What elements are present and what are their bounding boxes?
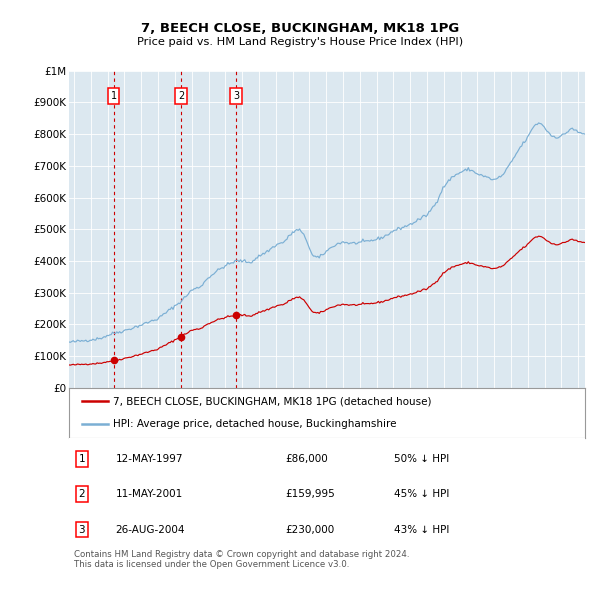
Text: 45% ↓ HPI: 45% ↓ HPI — [394, 489, 449, 499]
Text: Price paid vs. HM Land Registry's House Price Index (HPI): Price paid vs. HM Land Registry's House … — [137, 37, 463, 47]
Text: £230,000: £230,000 — [286, 525, 335, 535]
Text: 3: 3 — [79, 525, 85, 535]
Text: 50% ↓ HPI: 50% ↓ HPI — [394, 454, 449, 464]
Text: 3: 3 — [233, 91, 239, 101]
Text: 26-AUG-2004: 26-AUG-2004 — [115, 525, 185, 535]
Text: Contains HM Land Registry data © Crown copyright and database right 2024.
This d: Contains HM Land Registry data © Crown c… — [74, 550, 410, 569]
Text: 7, BEECH CLOSE, BUCKINGHAM, MK18 1PG (detached house): 7, BEECH CLOSE, BUCKINGHAM, MK18 1PG (de… — [113, 396, 431, 406]
Text: 12-MAY-1997: 12-MAY-1997 — [115, 454, 183, 464]
Text: £86,000: £86,000 — [286, 454, 328, 464]
Text: 2: 2 — [79, 489, 85, 499]
Text: HPI: Average price, detached house, Buckinghamshire: HPI: Average price, detached house, Buck… — [113, 419, 397, 429]
Text: 11-MAY-2001: 11-MAY-2001 — [115, 489, 182, 499]
Text: 1: 1 — [79, 454, 85, 464]
Text: 7, BEECH CLOSE, BUCKINGHAM, MK18 1PG: 7, BEECH CLOSE, BUCKINGHAM, MK18 1PG — [141, 22, 459, 35]
Text: 43% ↓ HPI: 43% ↓ HPI — [394, 525, 449, 535]
Text: 2: 2 — [178, 91, 184, 101]
Text: £159,995: £159,995 — [286, 489, 335, 499]
Text: 1: 1 — [110, 91, 117, 101]
